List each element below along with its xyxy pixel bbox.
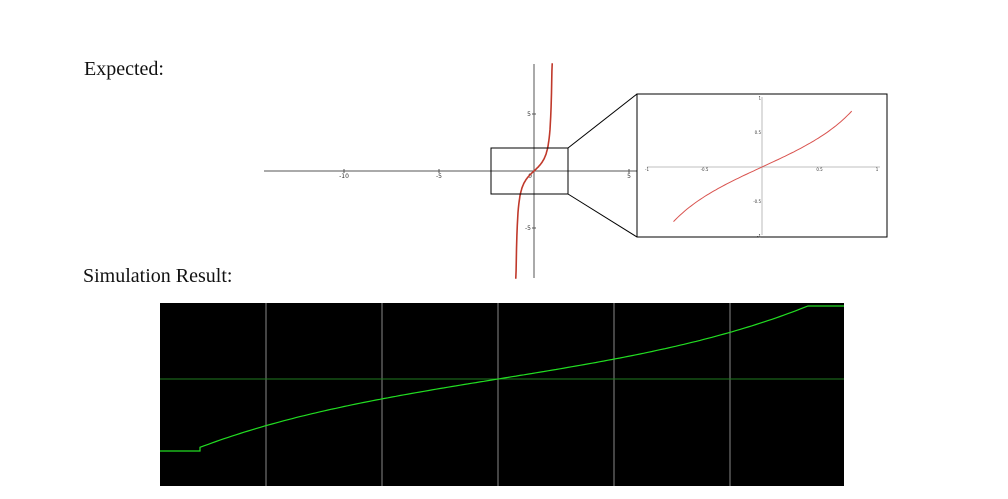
- simulation-scope: [160, 303, 844, 486]
- y-tick-label: 5: [527, 111, 531, 118]
- expected-curve: [515, 63, 553, 279]
- inset-y-tick-label: -1: [757, 234, 761, 239]
- inset-x-tick-label: -1: [645, 167, 649, 172]
- inset-x-tick-label: 0.5: [816, 167, 823, 172]
- inset-y-tick-label: 1: [758, 96, 761, 101]
- x-tick-label: 5: [627, 173, 631, 180]
- expected-heading: Expected:: [84, 58, 164, 80]
- zoom-connector-bottom: [567, 193, 638, 238]
- inset-x-tick-label: 1: [876, 167, 879, 172]
- inset-curve: [673, 110, 853, 222]
- x-tick-label: -10: [339, 173, 349, 180]
- x-tick-label: -5: [436, 173, 442, 180]
- zoom-box: [490, 147, 569, 195]
- inset-y-tick-label: 0.5: [755, 130, 762, 135]
- inset-x-tick-label: -0.5: [701, 167, 709, 172]
- simulation-trace: [160, 305, 844, 452]
- inset-y-tick-label: -0.5: [753, 199, 761, 204]
- y-tick-label: -5: [525, 225, 531, 232]
- simulation-result-heading: Simulation Result:: [83, 265, 233, 287]
- zoom-connector-top: [567, 93, 638, 149]
- origin-label: 0: [528, 173, 532, 180]
